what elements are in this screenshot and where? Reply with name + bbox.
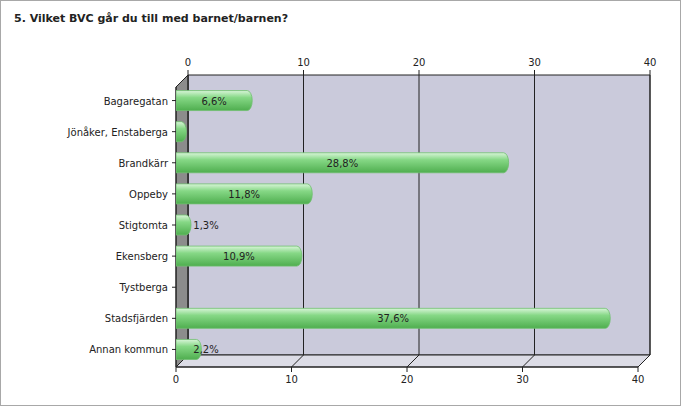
chart: 5. Vilket BVC går du till med barnet/bar… bbox=[0, 0, 681, 406]
bar bbox=[176, 246, 302, 266]
bar bbox=[176, 215, 191, 235]
category-tick bbox=[172, 318, 176, 319]
tick bbox=[188, 70, 189, 75]
category-label: Annan kommun bbox=[89, 344, 168, 355]
floor bbox=[176, 355, 650, 367]
category-label: Jönåker, Enstaberga bbox=[67, 126, 168, 138]
labels: 6,6% 28,8% 11,8% 1,3% 10,9% 37,6% 2,2% bbox=[193, 96, 409, 356]
data-label: 10,9% bbox=[223, 251, 255, 262]
tick bbox=[176, 367, 177, 372]
category-tick bbox=[172, 131, 176, 132]
data-label: 37,6% bbox=[377, 313, 409, 324]
tick bbox=[291, 367, 292, 372]
data-label: 28,8% bbox=[326, 158, 358, 169]
tick bbox=[407, 367, 408, 372]
tick-label: 10 bbox=[297, 57, 310, 68]
tick-label: 0 bbox=[173, 374, 179, 385]
grid-line bbox=[292, 355, 304, 367]
grid-line bbox=[407, 355, 419, 367]
tick bbox=[522, 367, 523, 372]
data-label: 2,2% bbox=[193, 344, 218, 355]
category-label: Stadsfjärden bbox=[105, 313, 168, 324]
tick-label: 20 bbox=[413, 57, 426, 68]
data-label: 1,3% bbox=[193, 220, 218, 231]
title: 5. Vilket BVC går du till med barnet/bar… bbox=[14, 12, 288, 25]
category-tick bbox=[172, 349, 176, 350]
axis-line bbox=[176, 367, 638, 368]
tick-label: 20 bbox=[401, 374, 414, 385]
category-label: Oppeby bbox=[129, 189, 168, 200]
frame bbox=[1, 1, 681, 406]
bars bbox=[176, 91, 610, 360]
tick-label: 30 bbox=[528, 57, 541, 68]
bar bbox=[176, 308, 610, 328]
category-tick bbox=[172, 193, 176, 194]
tick-label: 40 bbox=[632, 374, 645, 385]
category-label: Bagaregatan bbox=[104, 96, 168, 107]
category-tick bbox=[172, 100, 176, 101]
category-label: Ekensberg bbox=[116, 251, 168, 262]
tick-label: 30 bbox=[516, 374, 529, 385]
bar bbox=[176, 91, 252, 111]
tick bbox=[419, 70, 420, 75]
data-label: 11,8% bbox=[228, 189, 260, 200]
category-tick bbox=[172, 256, 176, 257]
category-label: Tystberga bbox=[118, 282, 168, 293]
bar bbox=[176, 122, 186, 142]
tick bbox=[650, 70, 651, 75]
category-tick bbox=[172, 225, 176, 226]
tick bbox=[534, 70, 535, 75]
data-label: 6,6% bbox=[201, 96, 226, 107]
tick-label: 0 bbox=[185, 57, 191, 68]
bar bbox=[176, 153, 509, 173]
bar bbox=[176, 184, 312, 204]
tick bbox=[638, 367, 639, 372]
tick-label: 10 bbox=[285, 374, 298, 385]
category-label: Brandkärr bbox=[118, 158, 168, 169]
category-tick bbox=[172, 287, 176, 288]
category-tick bbox=[172, 162, 176, 163]
tick bbox=[303, 70, 304, 75]
grid-line bbox=[650, 75, 651, 355]
grid-line bbox=[523, 355, 535, 367]
tick-label: 40 bbox=[644, 57, 657, 68]
category-label: Stigtomta bbox=[119, 220, 168, 231]
grid-line bbox=[638, 355, 650, 367]
